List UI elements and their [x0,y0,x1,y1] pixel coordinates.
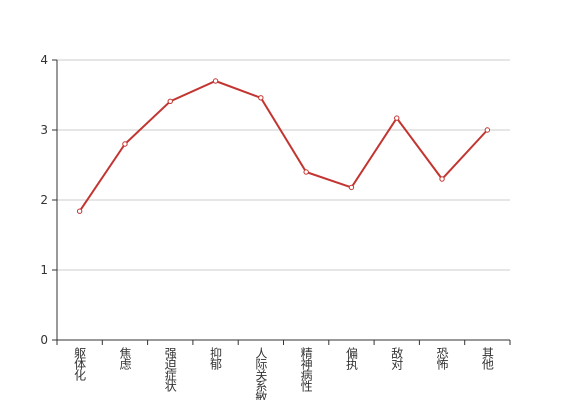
point [484,127,491,133]
point [122,141,128,147]
x-tick-label: 抑郁 [209,346,223,371]
y-tick-label: 4 [40,53,48,67]
point [167,98,173,105]
point [439,176,445,182]
point [212,78,219,84]
x-tick-label: 敌对 [390,346,404,370]
point [258,95,264,101]
x-tick-label: 恐怖 [435,347,449,370]
y-tick-label: 0 [40,333,48,347]
x-tick-label: 强迫症状 [163,347,177,392]
line [78,79,489,212]
point [303,169,309,175]
point [348,184,355,191]
y-tick-label: 3 [40,123,48,137]
x-tick-label: 精神病性 [299,347,313,393]
y-tick-label: 1 [40,263,48,277]
x-tick-label: 焦虑 [118,347,132,370]
point [76,208,83,214]
point [394,115,400,121]
x-tick-label: 躯体化 [73,346,87,382]
x-tick-label: 人际关系敏感 [254,347,268,400]
y-tick-label: 2 [40,193,48,207]
x-tick-label: 其他 [480,347,494,370]
x-tick-label: 偏执 [344,346,358,371]
